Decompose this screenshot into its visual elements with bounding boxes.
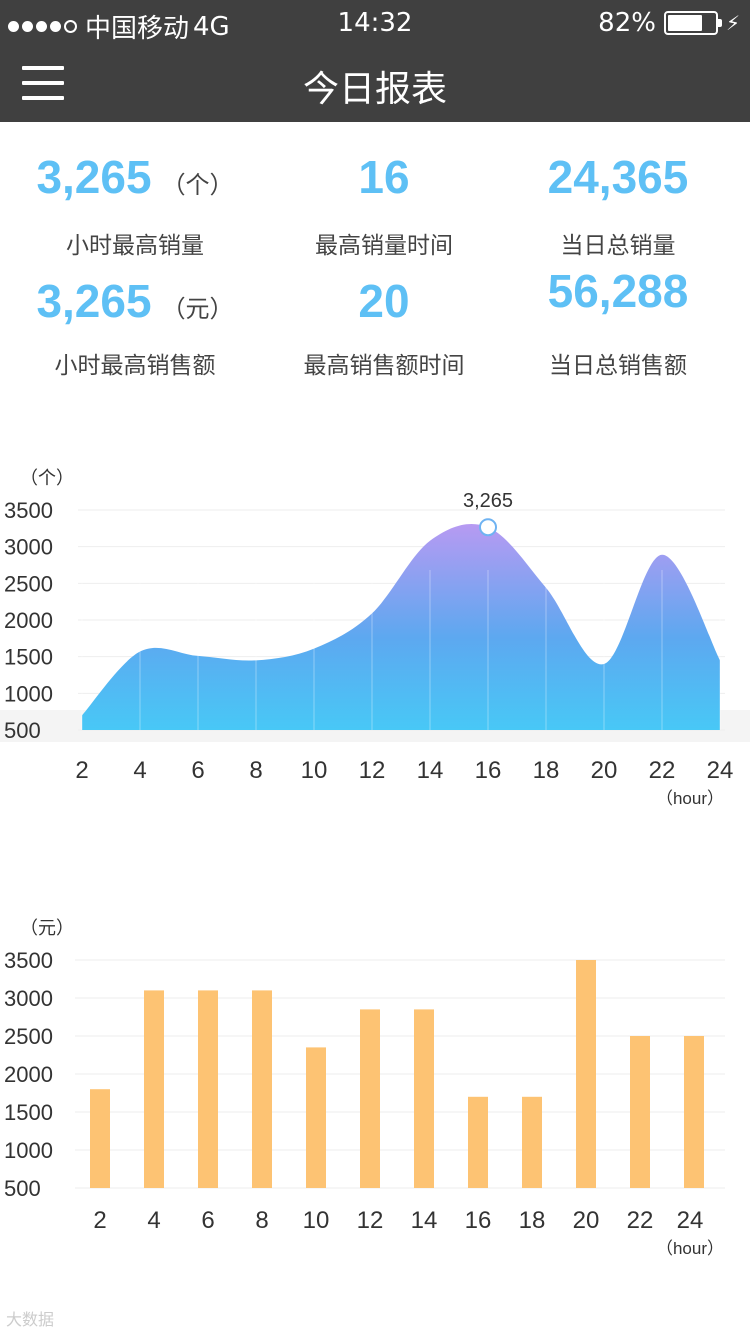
x-tick-label: 2	[75, 757, 88, 784]
nav-bar: 今日报表	[0, 44, 750, 122]
bar	[630, 1036, 650, 1188]
y-tick-label: 3500	[4, 498, 53, 523]
y-tick-label: 1000	[4, 681, 53, 706]
bar	[144, 990, 164, 1188]
stat-value: 3,265	[36, 275, 152, 327]
clock: 14:32	[337, 8, 413, 38]
x-tick-label: 2	[93, 1207, 106, 1234]
stat-label: 最高销量时间	[315, 233, 453, 259]
x-axis-unit: （hour）	[656, 1239, 724, 1258]
stat-value: 16	[358, 151, 410, 203]
y-tick-label: 3000	[4, 986, 53, 1011]
bar	[522, 1096, 542, 1188]
y-tick-label: 2000	[4, 1062, 53, 1087]
stat-daily-total-qty: 24,365 当日总销量	[493, 150, 743, 259]
stat-hourly-max-qty: 3,265 （个） 小时最高销量	[10, 150, 260, 259]
x-tick-label: 24	[707, 757, 734, 784]
y-tick-label: 1500	[4, 645, 53, 670]
x-tick-label: 4	[133, 757, 146, 784]
stat-label: 当日总销量	[560, 233, 676, 259]
series-area	[82, 523, 720, 730]
stat-label: 小时最高销售额	[54, 353, 216, 379]
sales-qty-chart: 500 1000 1500 2000 2500 3000 3500 （个） 2 4 6 8 10 12 14…	[0, 460, 750, 820]
battery-percent: 82%	[598, 8, 656, 38]
stat-hourly-max-amount: 3,265 （元） 小时最高销售额	[10, 274, 260, 379]
x-tick-label: 22	[627, 1207, 654, 1234]
stat-daily-total-amount: 56,288 当日总销售额	[493, 264, 743, 379]
x-tick-label: 10	[301, 757, 328, 784]
y-tick-label: 500	[4, 1176, 41, 1201]
x-tick-label: 4	[147, 1207, 160, 1234]
peak-label: 3,265	[463, 490, 513, 512]
stat-value: 56,288	[547, 265, 689, 317]
stat-label: 小时最高销量	[66, 233, 204, 259]
y-tick-label: 2500	[4, 571, 53, 596]
stat-label: 最高销售额时间	[303, 353, 465, 379]
stat-peak-qty-time: 16 最高销量时间	[259, 150, 509, 259]
x-tick-label: 18	[519, 1207, 546, 1234]
x-tick-label: 12	[359, 757, 386, 784]
bar	[576, 960, 596, 1188]
x-tick-label: 14	[417, 757, 444, 784]
stat-label: 当日总销售额	[549, 353, 687, 379]
y-axis-unit: （个）	[20, 468, 74, 488]
y-tick-label: 3500	[4, 948, 53, 973]
x-tick-label: 14	[411, 1207, 438, 1234]
bar	[684, 1036, 704, 1188]
y-tick-label: 3000	[4, 535, 53, 560]
bar	[90, 1089, 110, 1188]
y-tick-label: 1000	[4, 1138, 53, 1163]
y-tick-label: 2000	[4, 608, 53, 633]
battery-icon	[663, 11, 722, 35]
x-tick-label: 22	[649, 757, 676, 784]
bar	[360, 1009, 380, 1188]
stat-value: 24,365	[547, 151, 689, 203]
signal-strength-icon	[8, 20, 77, 33]
peak-point	[479, 518, 497, 537]
stat-value: 20	[358, 275, 410, 327]
bar	[468, 1096, 488, 1188]
stat-unit: （个）	[161, 171, 234, 199]
x-tick-label: 6	[191, 757, 204, 784]
y-axis-unit: （元）	[20, 918, 74, 938]
bar	[252, 990, 272, 1188]
x-tick-label: 20	[573, 1207, 600, 1234]
bar	[306, 1047, 326, 1188]
sales-amount-chart: 500 1000 1500 2000 2500 3000 3500 （元） 2 4 6 8 10 12 14…	[0, 910, 750, 1270]
carrier-name: 中国移动	[85, 14, 190, 44]
x-tick-label: 6	[201, 1207, 214, 1234]
charging-bolt-icon: ⚡	[725, 11, 740, 35]
x-tick-label: 8	[249, 757, 262, 784]
x-tick-label: 20	[591, 757, 618, 784]
hamburger-icon[interactable]	[22, 66, 64, 100]
stat-peak-amount-time: 20 最高销售额时间	[259, 274, 509, 379]
signal-indicator: 中国移动 4G	[8, 8, 230, 45]
x-tick-label: 8	[255, 1207, 268, 1234]
y-tick-label: 1500	[4, 1100, 53, 1125]
y-tick-label: 2500	[4, 1024, 53, 1049]
x-tick-label: 16	[465, 1207, 492, 1234]
x-tick-label: 18	[533, 757, 560, 784]
stat-unit: （元）	[161, 295, 234, 323]
x-axis-unit: （hour）	[656, 789, 724, 808]
x-tick-label: 12	[357, 1207, 384, 1234]
stat-value: 3,265	[36, 151, 152, 203]
watermark: 大数据	[6, 1310, 55, 1329]
x-tick-label: 16	[475, 757, 502, 784]
y-tick-label: 500	[4, 718, 41, 743]
bar	[198, 990, 218, 1188]
x-tick-label: 10	[303, 1207, 330, 1234]
bar	[414, 1009, 434, 1188]
x-tick-label: 24	[677, 1207, 704, 1234]
network-type: 4G	[193, 11, 230, 42]
page-title: 今日报表	[302, 69, 447, 110]
battery-indicator: 82% ⚡	[598, 8, 740, 38]
status-bar: 中国移动 4G 14:32 82% ⚡	[0, 0, 750, 44]
